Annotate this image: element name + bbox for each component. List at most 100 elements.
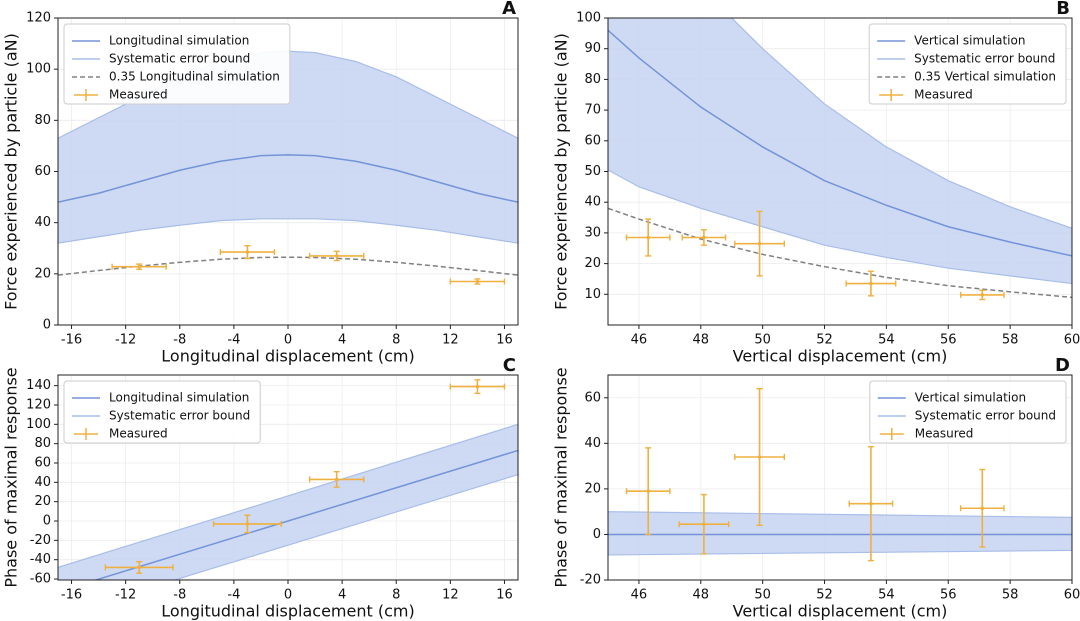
x-tick-label: 0: [284, 333, 292, 348]
x-tick-label: 48: [693, 333, 710, 348]
measured-point: [757, 241, 762, 246]
frame: [57, 17, 519, 326]
measured-point: [475, 279, 480, 284]
panel: -16 -12 -8 -4 0 4 8 12 16 0 20 40 60 80 100 120 A Longitu…: [2, 0, 519, 366]
y-tick-label: 100: [26, 417, 51, 432]
x-axis-label: Vertical displacement (cm): [733, 347, 948, 366]
measured-point: [646, 235, 651, 240]
y-tick-label: 20: [584, 481, 601, 496]
x-tick-label: 52: [816, 588, 833, 603]
x-tick-label: 50: [754, 333, 771, 348]
y-tick-label: 60: [34, 164, 51, 179]
legend-label: Longitudinal simulation: [109, 391, 249, 405]
x-tick-label: 46: [631, 588, 648, 603]
legend: Longitudinal simulation Systematic error …: [63, 23, 291, 105]
measured-point: [475, 384, 480, 389]
x-tick-label: 54: [878, 588, 895, 603]
x-tick-label: 12: [442, 333, 459, 348]
x-tick-label: 50: [754, 588, 771, 603]
series-line: [608, 207, 1072, 299]
x-tick-label: -12: [115, 333, 136, 348]
legend-label: Measured: [109, 88, 168, 102]
y-tick-label: 50: [584, 164, 601, 179]
y-tick-label: 140: [26, 378, 51, 393]
x-axis-label: Longitudinal displacement (cm): [161, 347, 414, 366]
error-band: [608, 511, 1072, 556]
panel-letter: A: [502, 0, 516, 19]
y-tick-label: 40: [584, 195, 601, 210]
x-tick-label: 0: [284, 588, 292, 603]
measured-point: [334, 254, 339, 258]
y-axis-label: Phase of maximal response: [2, 367, 21, 587]
measured-point: [245, 522, 250, 526]
legend-label: Systematic error bound: [109, 52, 250, 66]
y-tick-label: 120: [26, 397, 51, 412]
y-tick-label: 30: [584, 225, 601, 240]
frame: [607, 374, 1073, 581]
x-tick-label: -4: [227, 333, 240, 348]
x-tick-label: -8: [173, 333, 186, 348]
x-tick-label: 16: [496, 333, 513, 348]
frame: [57, 374, 519, 581]
y-tick-label: 40: [584, 436, 601, 451]
x-tick-label: 46: [631, 333, 648, 348]
y-tick-label: 100: [26, 62, 51, 77]
y-tick-label: 80: [34, 113, 51, 128]
y-tick-label: 0: [43, 514, 51, 529]
x-tick-label: -16: [61, 588, 82, 603]
y-tick-label: 100: [576, 11, 601, 26]
y-tick-label: -20: [30, 533, 51, 548]
legend-label: Vertical simulation: [914, 34, 1025, 48]
y-tick-label: 20: [584, 256, 601, 271]
x-tick-label: 48: [693, 588, 710, 603]
plot-area: [608, 18, 1072, 301]
y-tick-label: 60: [34, 455, 51, 470]
x-tick-label: 60: [1064, 588, 1080, 603]
plot-area: [58, 379, 518, 580]
measured-point: [869, 281, 873, 286]
y-tick-label: 20: [34, 266, 51, 281]
legend: Longitudinal simulation Systematic error …: [63, 380, 261, 444]
x-tick-label: 16: [496, 588, 513, 603]
legend: Vertical simulation Systematic error boun…: [869, 380, 1067, 444]
y-tick-label: 40: [34, 475, 51, 490]
x-tick-label: -12: [115, 588, 136, 603]
panel: 46 48 50 52 54 56 58 60 10 20 30 40 50 60 70 80 90 100 B Ve…: [552, 0, 1080, 366]
x-tick-label: -8: [173, 588, 186, 603]
legend-box: [63, 23, 291, 105]
error-band: [58, 423, 518, 580]
frame: [607, 17, 1073, 326]
x-tick-label: 12: [442, 588, 459, 603]
y-tick-label: 60: [584, 133, 601, 148]
y-tick-label: 90: [584, 41, 601, 56]
measured-point: [702, 235, 706, 240]
legend-label: Vertical simulation: [915, 391, 1026, 405]
measured-point: [869, 501, 873, 506]
series-line: [58, 154, 518, 203]
panel-letter: C: [503, 355, 516, 376]
x-tick-label: -16: [61, 333, 82, 348]
y-tick-label: 20: [34, 494, 51, 509]
series-line: [608, 29, 1072, 257]
x-tick-label: 4: [338, 333, 346, 348]
measured-point: [980, 293, 985, 297]
legend-label: Measured: [109, 427, 168, 441]
error-band: [608, 18, 1072, 285]
panel-letter: B: [1056, 0, 1070, 19]
measured-point: [702, 522, 706, 526]
legend-box: [63, 380, 261, 444]
x-tick-label: 8: [392, 588, 400, 603]
legend-label: Measured: [914, 88, 973, 102]
y-tick-label: -40: [30, 552, 51, 567]
x-axis-label: Longitudinal displacement (cm): [161, 602, 414, 621]
legend-label: Longitudinal simulation: [109, 34, 249, 48]
legend-label: Systematic error bound: [914, 52, 1055, 66]
y-tick-label: 120: [26, 11, 51, 26]
measured-point: [137, 565, 141, 570]
x-tick-label: 60: [1064, 333, 1080, 348]
legend-label: Systematic error bound: [109, 409, 250, 423]
measured-point: [980, 506, 985, 511]
measured-point: [245, 250, 250, 254]
x-tick-label: 54: [878, 333, 895, 348]
